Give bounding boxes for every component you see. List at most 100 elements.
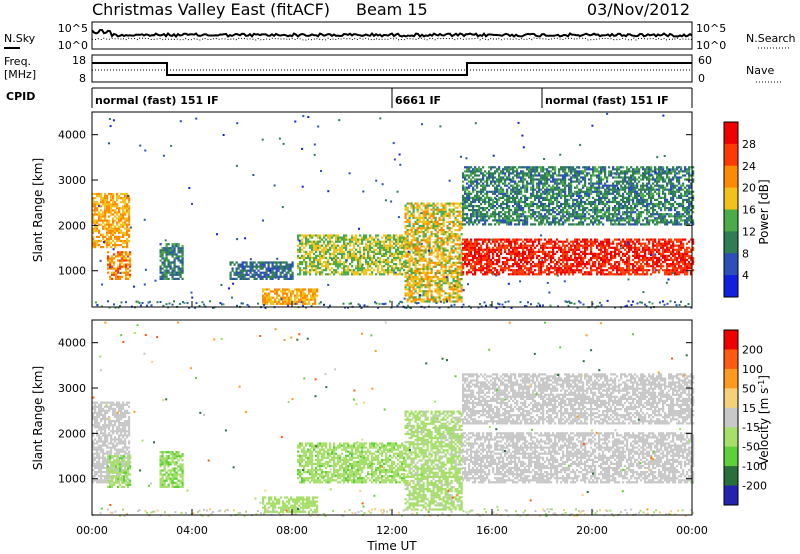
range-cell [508,217,511,220]
range-cell [622,271,625,274]
range-cell [488,252,491,255]
range-cell [296,300,299,303]
range-cell [395,234,398,237]
range-cell [550,209,553,212]
range-cell [498,182,501,185]
range-cell [456,251,459,254]
range-cell [114,203,117,206]
range-cell [478,190,481,193]
range-cell [492,263,495,266]
range-cell [448,222,451,226]
range-cell [542,186,545,189]
range-cell [92,201,95,204]
range-cell [314,290,317,293]
range-cell [235,271,238,274]
range-cell [456,229,459,232]
range-cell [297,238,300,241]
range-cell [644,269,647,272]
range-cell [414,290,417,293]
range-cell [412,231,415,234]
range-cell [458,298,461,301]
range-cell [416,241,419,244]
range-cell [107,255,110,258]
range-cell [303,242,306,245]
range-cell [476,238,479,241]
range-cell [264,292,267,295]
range-cell [656,246,659,249]
range-cell [444,253,447,256]
range-cell [610,252,613,255]
range-cell [472,182,475,185]
range-cell [514,213,517,216]
range-cell [522,194,525,197]
range-cell [106,195,109,198]
range-cell [408,247,411,250]
range-cell [124,197,127,200]
range-cell [458,222,461,226]
range-cell [408,282,411,285]
range-cell [430,220,433,223]
range-cell [514,256,517,260]
range-cell [306,302,309,305]
range-cell [482,219,485,222]
range-cell [316,290,319,293]
range-cell [422,218,425,221]
range-cell [357,240,360,243]
range-cell [550,267,553,270]
range-cell [363,246,366,249]
range-cell [458,296,461,299]
range-cell [327,240,330,243]
range-cell [408,259,411,262]
range-cell [590,240,593,243]
range-cell [564,254,567,257]
range-cell [666,242,669,245]
range-cell [644,263,647,266]
range-cell [406,269,409,272]
range-cell [426,249,429,252]
range-cell [486,250,489,253]
range-cell [472,170,475,173]
range-cell [335,269,338,272]
range-cell [600,271,603,274]
range-cell [282,296,285,299]
range-cell [632,246,635,249]
range-cell [664,244,667,247]
range-cell [432,204,435,207]
range-cell [304,294,307,297]
range-cell [600,273,603,276]
range-cell [456,271,459,275]
range-cell [640,242,643,245]
range-cell [363,256,366,260]
range-cell [448,212,451,215]
range-cell [412,206,415,209]
range-cell [418,204,421,207]
range-cell [424,229,427,232]
range-cell [640,267,643,270]
range-cell [536,174,539,177]
range-cell [159,265,162,268]
range-cell [476,194,479,197]
range-cell [381,261,384,264]
range-cell [283,275,286,278]
range-cell [313,269,316,272]
range-cell [536,265,539,268]
range-cell [327,273,330,276]
range-cell [684,254,687,257]
range-cell [159,259,162,262]
range-cell [478,215,481,218]
range-cell [361,242,364,245]
range-cell [470,240,473,243]
range-cell [347,273,350,276]
range-cell [526,221,529,224]
range-cell [120,231,123,234]
range-cell [424,216,427,219]
range-cell [302,290,305,293]
range-cell [406,212,409,215]
range-cell [115,275,118,278]
range-cell [532,202,535,206]
range-cell [267,267,270,270]
range-cell [476,223,479,226]
range-cell [436,255,439,258]
range-cell [243,269,246,272]
range-cell [558,244,561,247]
